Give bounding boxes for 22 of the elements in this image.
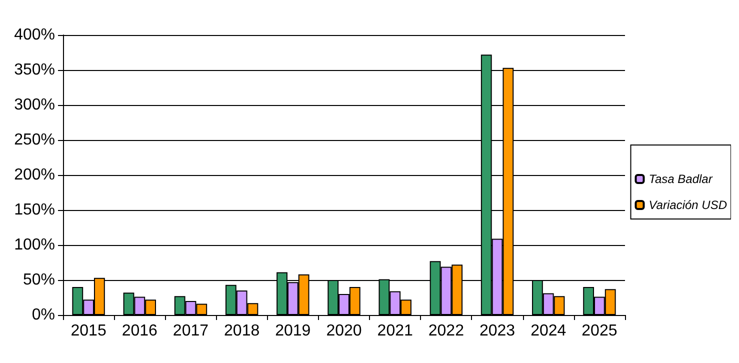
y-tick-label: 100%: [14, 236, 55, 254]
legend-label: Tasa Badlar: [648, 172, 714, 186]
y-tick-label: 400%: [14, 26, 55, 44]
x-tick-label: 2017: [172, 322, 209, 340]
x-tick-label: 2022: [428, 322, 464, 340]
x-tick-label: 2018: [224, 322, 260, 340]
x-tick-label: 2015: [70, 322, 106, 340]
y-tick-label: 150%: [14, 202, 55, 218]
x-tick-label: 2019: [275, 322, 311, 340]
y-tick-label: 200%: [14, 166, 55, 184]
x-tick-label: 2020: [326, 322, 362, 340]
x-tick-label: 2021: [377, 322, 413, 340]
y-tick-label: 250%: [14, 132, 55, 148]
y-tick-label: 350%: [14, 62, 55, 78]
y-tick-label: 0%: [32, 306, 55, 324]
x-tick-label: 2024: [530, 322, 566, 340]
x-tick-label: 2025: [582, 322, 618, 340]
y-tick-label: 50%: [22, 272, 55, 288]
y-tick-label: 300%: [14, 96, 55, 114]
x-tick-label: 2023: [479, 322, 516, 340]
legend-label: Variación USD: [648, 198, 728, 212]
x-tick-label: 2016: [122, 322, 158, 340]
